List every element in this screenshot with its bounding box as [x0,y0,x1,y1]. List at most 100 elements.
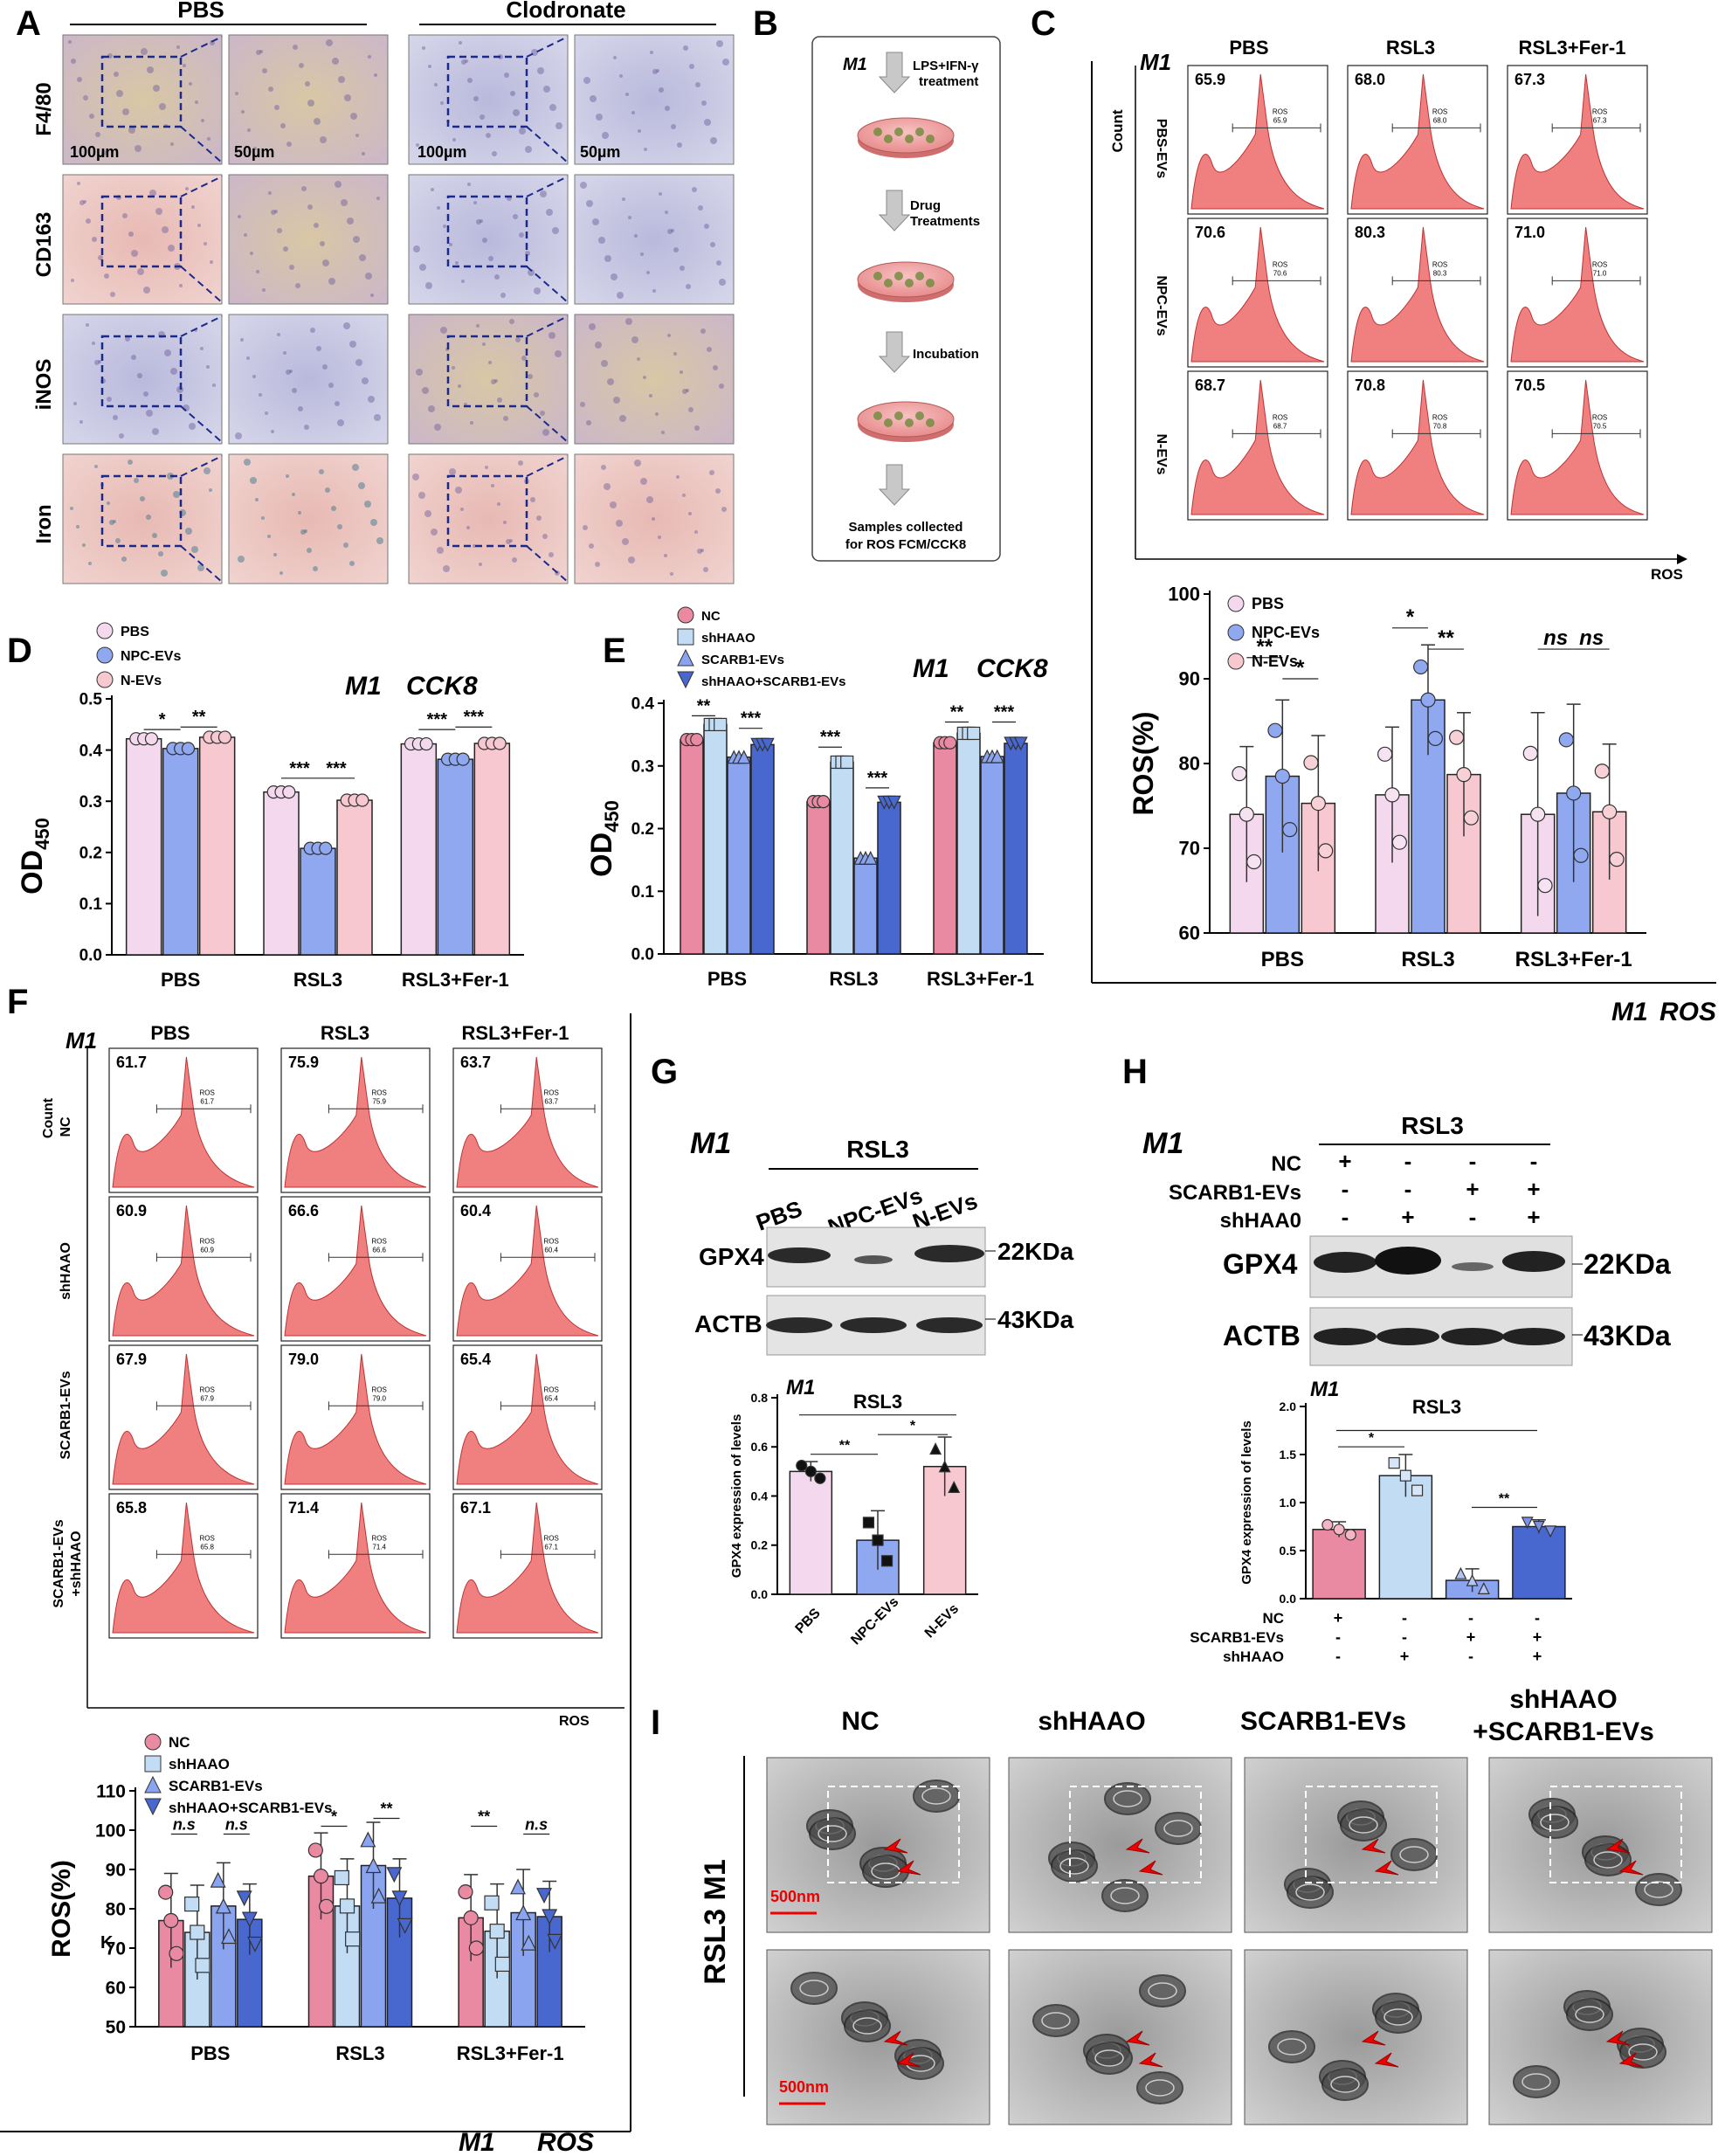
cristae [1148,1982,1177,2000]
histology-image [62,314,223,445]
zoom-box [446,474,528,548]
f-gate-label: ROS [200,1088,215,1096]
histology-cell [170,368,177,375]
histology-cell [515,337,521,342]
legend-label: shHAAO [701,631,756,646]
cell [926,135,935,143]
mitochondrion [1513,2065,1560,2098]
histology-cell [316,346,321,351]
f-flow-grid: ROS61.761.7ROS75.975.9ROS63.763.7ROS60.9… [108,1047,603,1639]
bar [727,756,751,955]
histology-cell [94,465,98,468]
f-gate-label: ROS [544,1088,559,1096]
h-sign: + [1338,1148,1351,1174]
legend-marker [96,622,114,639]
g-band-actb-3 [916,1317,983,1333]
data-point [221,1928,237,1945]
histology-cell [513,109,520,116]
legend-label: SCARB1-EVs [169,1778,263,1794]
h-chart-sign: - [1468,1648,1473,1665]
histology-cell [622,538,629,545]
f-histogram [112,1353,255,1485]
zoom-line [180,126,223,163]
histology-cell [461,280,465,283]
data-point [345,1931,361,1947]
histology-cell [140,496,145,501]
c-percent: 70.8 [1355,377,1385,394]
histology-cell [122,213,128,218]
histology-cell [109,520,114,525]
histology-cell [466,526,470,529]
y-tick-label: 0.3 [79,793,102,812]
data-point [547,1933,563,1950]
histology-cell [238,556,245,563]
y-tick-label: 0.2 [79,844,102,862]
c-gate-label: ROS [1592,107,1607,115]
zoom-line [180,266,223,303]
y-tick-label: 100 [1168,584,1200,605]
c-percent: 70.5 [1515,377,1545,394]
histology-cell [299,63,304,68]
histology-cell [671,124,676,129]
histology-cell [506,539,511,544]
h-chart-row-label: shHAAO [1223,1648,1284,1665]
histology-cell [473,201,477,204]
histology-cell [580,182,587,189]
histology-cell [212,384,216,387]
histology-cell [491,484,494,487]
y-tick-label: 1.5 [1280,1448,1297,1462]
histology-cell [122,108,129,115]
histology-cell [700,549,704,552]
data-point [1594,764,1610,779]
histology-cell [673,247,679,252]
sig-label: ** [697,696,711,715]
histology-cell [115,538,121,543]
row-label-inos: iNOS [32,359,56,411]
y-tick-label: 0.1 [631,883,655,902]
histology-cell [331,506,336,511]
scale-label-50-clo: 50µm [580,143,620,161]
histology-cell [613,56,617,59]
histology-cell [709,470,714,475]
cell [905,418,914,427]
h-kda43: 43KDa [1584,1320,1671,1351]
c-gate-label: ROS [1432,107,1447,115]
histology-cell [305,81,310,86]
histology-cell [347,218,354,225]
histology-cell [452,366,455,370]
histology-cell [147,66,154,73]
h-sign: - [1404,1176,1412,1202]
legend-label: PBS [121,625,149,639]
data-point [494,1956,510,1973]
histology-cell [704,224,709,229]
category-label: RSL3+Fer-1 [927,968,1034,990]
data-point [319,841,333,855]
histology-grid [62,34,735,584]
histology-cell [673,352,677,356]
histology-cell [631,111,635,114]
histology-cell [488,256,493,261]
i-col-combo-2: +SCARB1-EVs [1473,1717,1654,1746]
histology-cell [113,415,118,420]
data-point [144,732,159,746]
c-percent: 68.7 [1195,377,1225,394]
bar [473,743,511,956]
data-point [1282,822,1298,838]
histology-cell [195,100,198,104]
f-gate-value: 79.0 [372,1394,386,1402]
histology-cell [534,287,541,294]
histology-cell [121,556,127,562]
zoom-line [526,266,569,303]
f-percent: 65.8 [116,1499,147,1517]
histology-cell [337,524,342,529]
f-gate-label: ROS [372,1088,387,1096]
histology-cell [107,397,112,402]
f-percent: 60.9 [116,1202,147,1220]
c-histogram [1190,379,1325,515]
histology-cell [370,294,374,297]
zoom-box [446,195,528,268]
category-label: NPC-EVs [848,1594,901,1648]
cristae [1540,1814,1570,1831]
legend-label: PBS [1252,595,1284,612]
data-point [872,1534,884,1546]
